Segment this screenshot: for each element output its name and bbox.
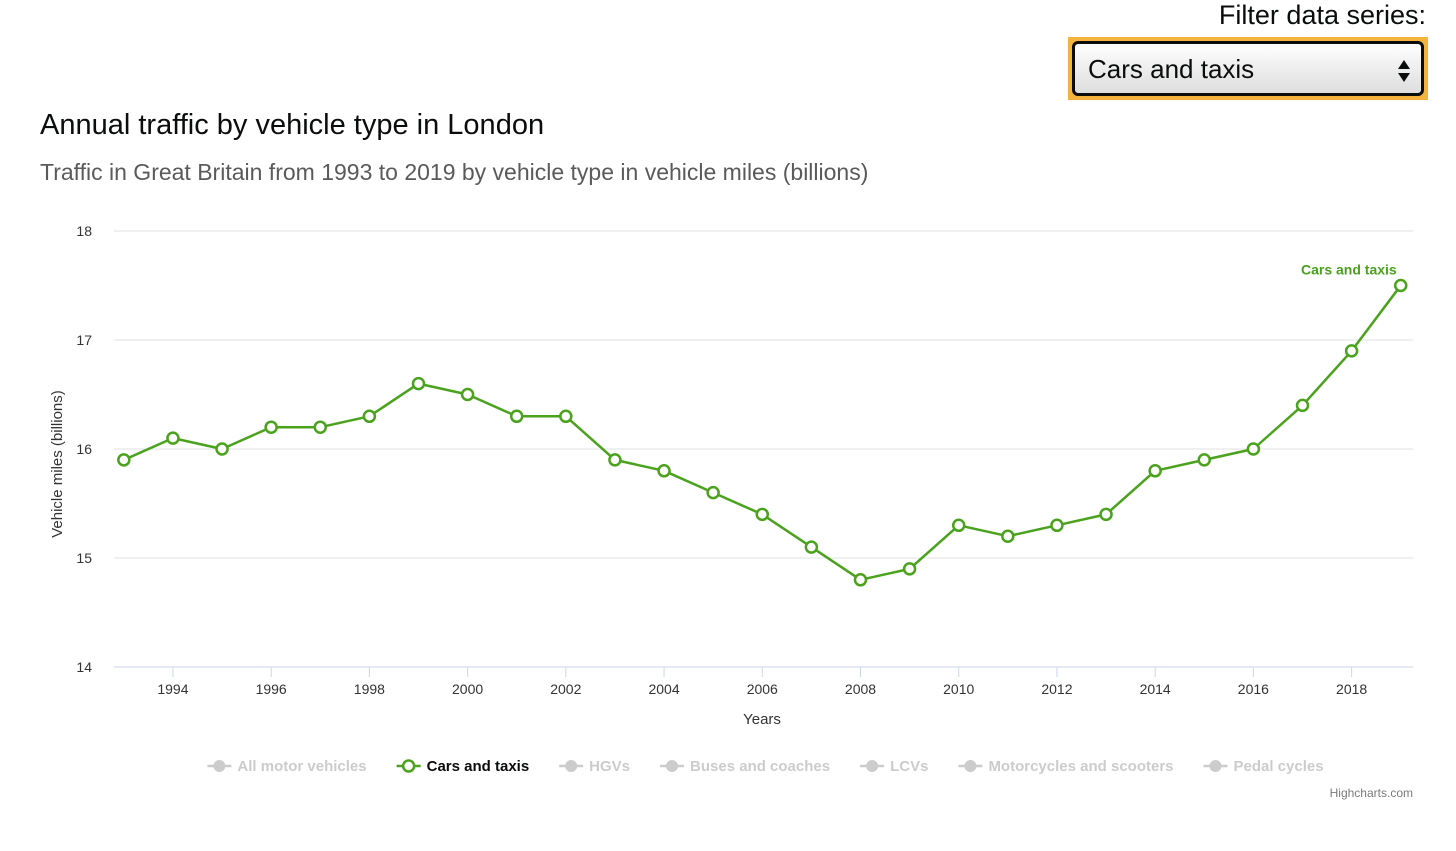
data-point[interactable] [1148, 464, 1162, 478]
y-tick-label: 18 [76, 223, 92, 239]
filter-focus-ring: Cars and taxis [1068, 37, 1428, 100]
y-axis-title: Vehicle miles (billions) [49, 390, 66, 538]
data-point[interactable] [1050, 518, 1064, 533]
x-tick-label: 2006 [747, 681, 778, 697]
x-axis: 1994 1996 1998 2000 2002 2004 2006 2008 2010 2012… [114, 666, 1413, 697]
legend-marker-icon [565, 760, 578, 772]
legend-label: Cars and taxis [427, 758, 530, 775]
x-tick-label: 2018 [1336, 681, 1367, 697]
data-point[interactable] [1393, 278, 1408, 293]
x-tick-label: 2004 [648, 681, 679, 697]
y-axis: 14 15 16 17 18 [76, 223, 92, 675]
legend-marker-icon [1209, 760, 1222, 772]
data-point[interactable] [264, 420, 278, 434]
legend-item-pedal-cycles[interactable]: Pedal cycles [1203, 758, 1324, 775]
data-point[interactable] [411, 376, 426, 391]
data-point[interactable] [460, 387, 475, 402]
data-point[interactable] [853, 573, 868, 587]
x-tick-label: 1998 [354, 681, 385, 697]
data-point[interactable] [117, 453, 131, 467]
data-point[interactable] [706, 485, 720, 500]
legend-item-all-motor-vehicles[interactable]: All motor vehicles [207, 758, 367, 775]
data-point[interactable] [755, 507, 770, 522]
legend-label: All motor vehicles [237, 758, 366, 775]
data-point[interactable] [804, 540, 819, 554]
data-point[interactable] [509, 409, 524, 424]
data-point[interactable] [1197, 453, 1212, 467]
legend-item-hgvs[interactable]: HGVs [559, 758, 630, 775]
data-point[interactable] [559, 409, 573, 424]
series-cars-and-taxis[interactable]: Cars and taxis [117, 262, 1408, 587]
filter-select-value: Cars and taxis [1088, 54, 1255, 84]
x-tick-label: 2000 [452, 681, 483, 697]
data-point[interactable] [1099, 507, 1113, 522]
x-tick-label: 1994 [157, 681, 188, 697]
data-point[interactable] [215, 442, 229, 456]
select-arrows-icon [1398, 60, 1410, 82]
filter-label: Filter data series: [1218, 0, 1426, 30]
data-point[interactable] [657, 464, 671, 478]
legend-marker-icon [401, 759, 416, 773]
y-tick-label: 15 [76, 550, 92, 566]
data-point[interactable] [166, 431, 180, 445]
x-tick-label: 1996 [256, 681, 287, 697]
legend-marker-icon [213, 760, 226, 772]
data-point[interactable] [313, 420, 328, 434]
legend-marker-icon [964, 760, 977, 772]
legend: All motor vehicles Cars and taxis HGVs Buse… [207, 758, 1324, 775]
legend-item-motorcycles-and-scooters[interactable]: Motorcycles and scooters [958, 758, 1174, 775]
data-point[interactable] [902, 562, 917, 576]
x-tick-label: 2012 [1041, 681, 1072, 697]
legend-label: Motorcycles and scooters [988, 758, 1173, 775]
highcharts-credits[interactable]: Highcharts.com [1329, 786, 1413, 800]
data-point[interactable] [1246, 442, 1261, 456]
legend-label: Buses and coaches [690, 758, 830, 775]
data-point[interactable] [1344, 344, 1359, 358]
data-point[interactable] [1295, 398, 1310, 413]
x-tick-label: 2008 [845, 681, 876, 697]
legend-marker-icon [666, 760, 679, 772]
x-tick-label: 2014 [1140, 681, 1171, 697]
legend-item-buses-and-coaches[interactable]: Buses and coaches [660, 758, 830, 775]
data-point[interactable] [951, 518, 966, 533]
x-tick-label: 2010 [943, 681, 974, 697]
x-tick-label: 2002 [550, 681, 581, 697]
data-point[interactable] [362, 409, 377, 424]
data-point[interactable] [1001, 529, 1015, 543]
legend-label: HGVs [589, 758, 630, 775]
data-point[interactable] [608, 453, 622, 467]
x-axis-title: Years [743, 711, 781, 728]
y-tick-label: 17 [76, 332, 92, 348]
legend-marker-icon [866, 760, 879, 772]
legend-label: LCVs [890, 758, 928, 775]
x-tick-label: 2016 [1238, 681, 1269, 697]
chart-subtitle: Traffic in Great Britain from 1993 to 20… [40, 159, 869, 185]
legend-label: Pedal cycles [1234, 758, 1324, 775]
legend-item-cars-and-taxis[interactable]: Cars and taxis [396, 758, 530, 775]
filter-select[interactable]: Cars and taxis [1072, 41, 1424, 96]
y-tick-label: 14 [76, 659, 92, 675]
y-tick-label: 16 [76, 441, 92, 457]
series-line[interactable] [123, 284, 1402, 582]
legend-item-lcvs[interactable]: LCVs [860, 758, 928, 775]
grid-lines [114, 230, 1413, 559]
series-end-label: Cars and taxis [1301, 262, 1397, 278]
chart-title: Annual traffic by vehicle type in London [40, 109, 545, 141]
